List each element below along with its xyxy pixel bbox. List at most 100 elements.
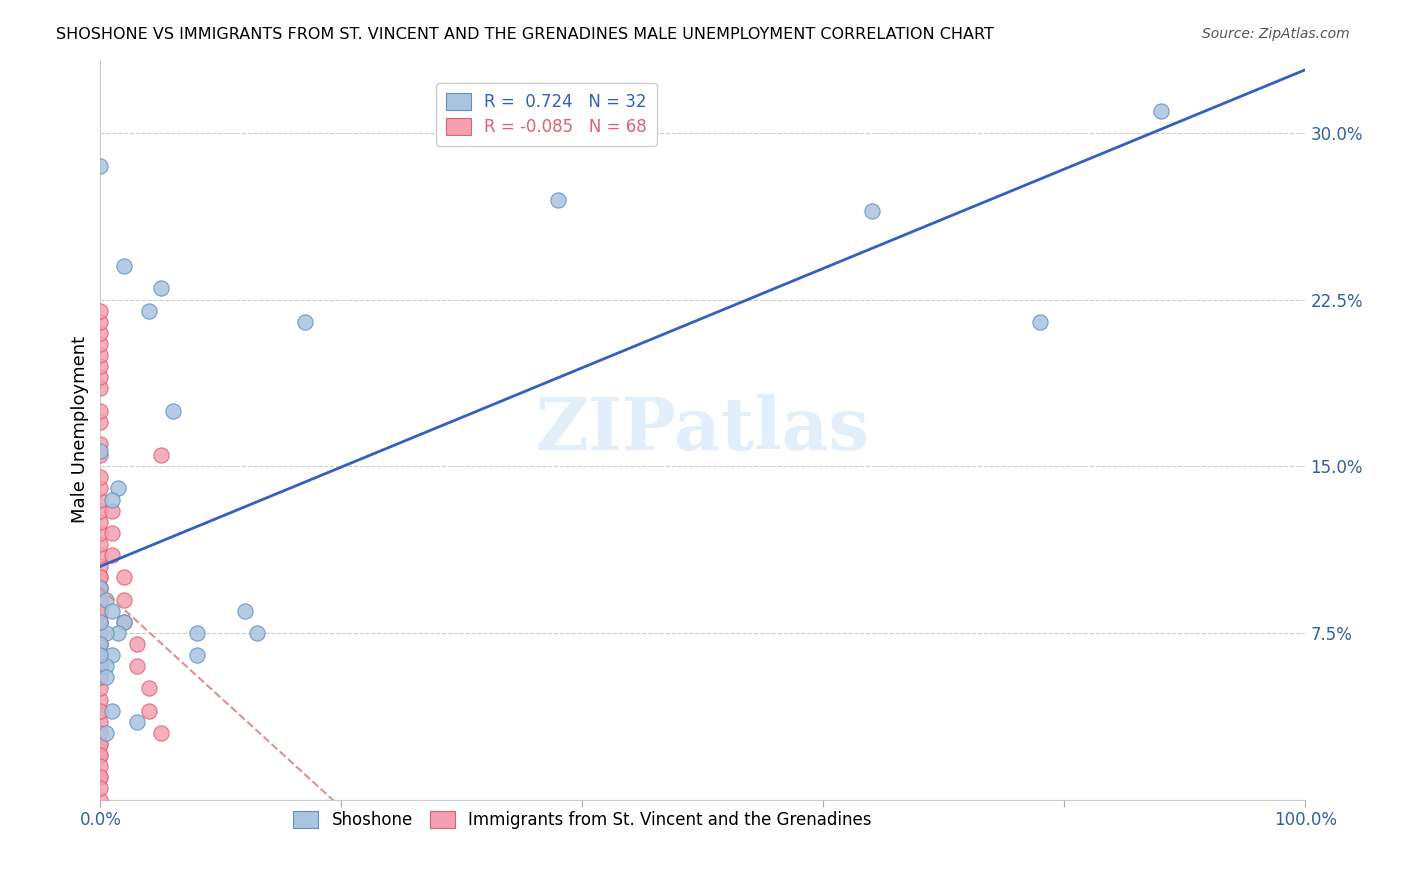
Text: Source: ZipAtlas.com: Source: ZipAtlas.com bbox=[1202, 27, 1350, 41]
Point bbox=[89, 448, 111, 462]
Point bbox=[89, 503, 111, 517]
Point bbox=[138, 681, 160, 696]
Point bbox=[89, 759, 111, 773]
Point bbox=[125, 637, 148, 651]
Point bbox=[186, 648, 208, 662]
Point bbox=[89, 659, 111, 673]
Legend: Shoshone, Immigrants from St. Vincent and the Grenadines: Shoshone, Immigrants from St. Vincent an… bbox=[287, 804, 879, 836]
Point bbox=[89, 704, 111, 718]
Point bbox=[89, 615, 111, 629]
Point bbox=[138, 303, 160, 318]
Point bbox=[89, 681, 111, 696]
Point bbox=[89, 359, 111, 374]
Point bbox=[107, 482, 129, 496]
Point bbox=[89, 770, 111, 784]
Point bbox=[149, 281, 172, 295]
Point bbox=[89, 726, 111, 740]
Point bbox=[89, 559, 111, 574]
Point bbox=[114, 570, 136, 584]
Point bbox=[162, 403, 184, 417]
Text: SHOSHONE VS IMMIGRANTS FROM ST. VINCENT AND THE GRENADINES MALE UNEMPLOYMENT COR: SHOSHONE VS IMMIGRANTS FROM ST. VINCENT … bbox=[56, 27, 994, 42]
Point bbox=[89, 370, 111, 384]
Point bbox=[89, 582, 111, 596]
Point bbox=[101, 704, 124, 718]
Point bbox=[246, 625, 269, 640]
Point bbox=[89, 537, 111, 551]
Point bbox=[89, 525, 111, 540]
Point bbox=[860, 203, 883, 218]
Point bbox=[107, 625, 129, 640]
Point bbox=[89, 582, 111, 596]
Point bbox=[547, 193, 569, 207]
Point bbox=[89, 303, 111, 318]
Point bbox=[114, 615, 136, 629]
Point bbox=[89, 415, 111, 429]
Point bbox=[125, 714, 148, 729]
Point bbox=[96, 659, 118, 673]
Point bbox=[101, 492, 124, 507]
Point bbox=[89, 637, 111, 651]
Point bbox=[89, 337, 111, 351]
Point bbox=[96, 592, 118, 607]
Point bbox=[89, 770, 111, 784]
Point bbox=[186, 625, 208, 640]
Point bbox=[233, 604, 256, 618]
Point bbox=[89, 714, 111, 729]
Point bbox=[89, 692, 111, 706]
Point bbox=[89, 592, 111, 607]
Text: ZIPatlas: ZIPatlas bbox=[536, 394, 870, 465]
Point bbox=[89, 482, 111, 496]
Point bbox=[89, 670, 111, 684]
Point bbox=[101, 503, 124, 517]
Point bbox=[96, 726, 118, 740]
Point bbox=[89, 348, 111, 362]
Point bbox=[89, 637, 111, 651]
Point bbox=[89, 637, 111, 651]
Point bbox=[89, 315, 111, 329]
Point bbox=[89, 326, 111, 340]
Point bbox=[89, 443, 111, 458]
Point bbox=[89, 726, 111, 740]
Point bbox=[101, 525, 124, 540]
Point bbox=[89, 403, 111, 417]
Point bbox=[149, 726, 172, 740]
Point bbox=[89, 659, 111, 673]
Point bbox=[89, 515, 111, 529]
Point bbox=[89, 737, 111, 751]
Y-axis label: Male Unemployment: Male Unemployment bbox=[72, 336, 89, 523]
Point bbox=[125, 659, 148, 673]
Point bbox=[89, 737, 111, 751]
Point bbox=[101, 648, 124, 662]
Point bbox=[89, 615, 111, 629]
Point bbox=[89, 437, 111, 451]
Point bbox=[89, 748, 111, 763]
Point bbox=[89, 648, 111, 662]
Point bbox=[89, 781, 111, 796]
Point bbox=[89, 670, 111, 684]
Point bbox=[138, 704, 160, 718]
Point bbox=[89, 570, 111, 584]
Point bbox=[114, 259, 136, 273]
Point bbox=[89, 615, 111, 629]
Point bbox=[96, 670, 118, 684]
Point bbox=[89, 492, 111, 507]
Point bbox=[89, 570, 111, 584]
Point bbox=[89, 792, 111, 806]
Point bbox=[89, 582, 111, 596]
Point bbox=[89, 548, 111, 562]
Point bbox=[89, 604, 111, 618]
Point bbox=[149, 448, 172, 462]
Point bbox=[89, 381, 111, 395]
Point bbox=[89, 648, 111, 662]
Point bbox=[101, 548, 124, 562]
Point bbox=[89, 470, 111, 484]
Point bbox=[89, 604, 111, 618]
Point bbox=[89, 625, 111, 640]
Point bbox=[89, 704, 111, 718]
Point bbox=[1150, 103, 1173, 118]
Point bbox=[89, 592, 111, 607]
Point bbox=[114, 615, 136, 629]
Point bbox=[114, 592, 136, 607]
Point bbox=[96, 625, 118, 640]
Point bbox=[89, 648, 111, 662]
